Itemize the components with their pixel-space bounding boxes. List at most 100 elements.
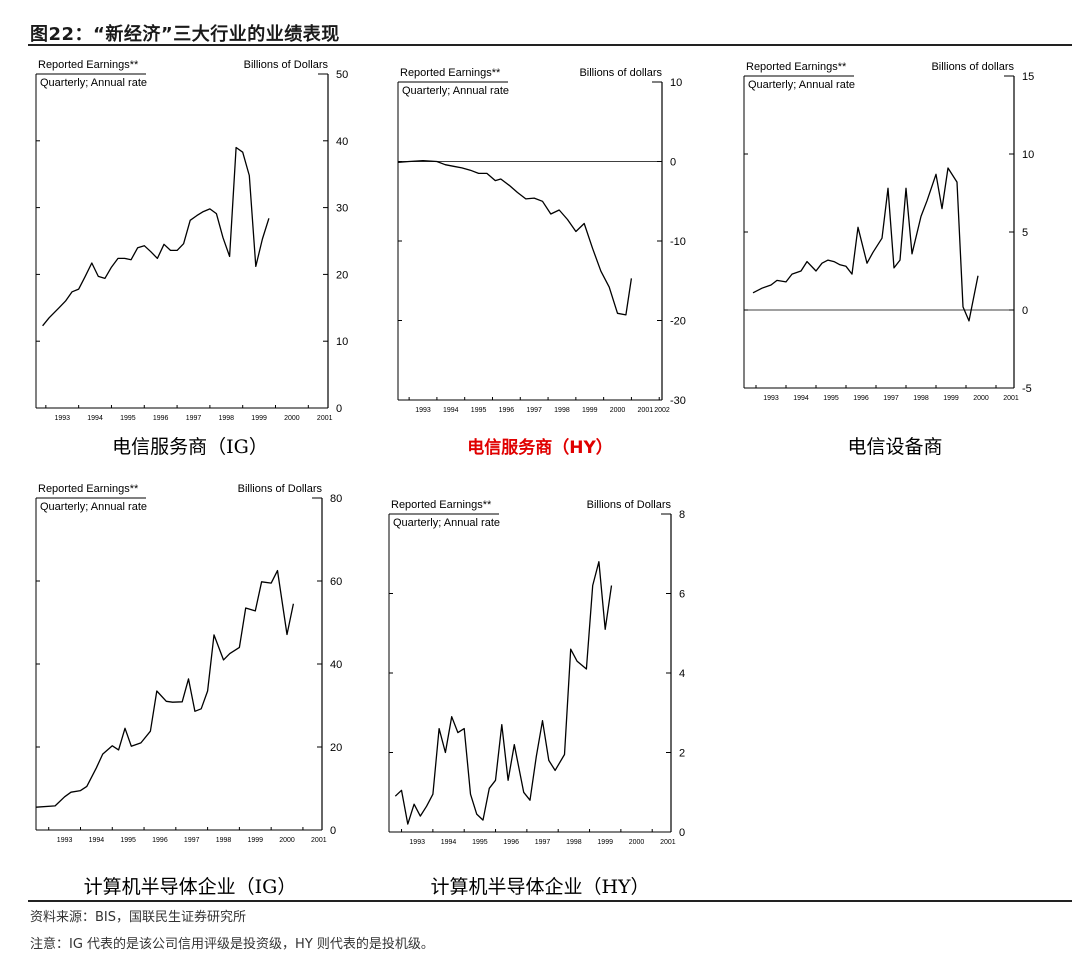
label-billions: Billions of Dollars (238, 483, 323, 495)
label-reported-earnings: Reported Earnings** (400, 67, 501, 79)
ytick-label: 0 (330, 825, 336, 837)
xtick-label: 1995 (823, 395, 839, 402)
label-quarterly: Quarterly; Annual rate (393, 517, 500, 529)
xtick-label: 1997 (184, 837, 200, 844)
xtick-label: 1994 (443, 407, 459, 414)
series-line (42, 146, 270, 327)
xtick-label: 1998 (913, 395, 929, 402)
series-line (397, 160, 633, 316)
label-billions: Billions of dollars (931, 61, 1014, 73)
xtick-label: 1995 (472, 839, 488, 846)
figure-title: 图22：“新经济”三大行业的业绩表现 (30, 24, 340, 45)
ytick-label: 5 (1022, 227, 1028, 239)
footnote: 注意：IG 代表的是该公司信用评级是投资级，HY 则代表的是投机级。 (30, 937, 434, 952)
xtick-label: 1996 (853, 395, 869, 402)
xtick-label: 2000 (973, 395, 989, 402)
xtick-label: 1999 (247, 837, 263, 844)
caption-telecom-services-ig: 电信服务商（IG） (112, 436, 268, 458)
label-billions: Billions of Dollars (244, 59, 329, 71)
top-divider (28, 44, 1072, 46)
ytick-label: 10 (1022, 149, 1034, 161)
xtick-label: 2000 (284, 415, 300, 422)
series-line (35, 569, 295, 808)
chart-svg: Reported Earnings** Billions of Dollars Qu… (35, 483, 342, 844)
xtick-label: 1996 (499, 407, 515, 414)
xtick-label: 2000 (610, 407, 626, 414)
series-line (394, 561, 613, 825)
label-quarterly: Quarterly; Annual rate (402, 85, 509, 97)
label-reported-earnings: Reported Earnings** (38, 59, 139, 71)
caption-telecom-services-hy: 电信服务商（HY） (467, 438, 613, 458)
xtick-label: 1997 (526, 407, 542, 414)
ytick-label: 4 (679, 668, 685, 680)
xtick-label: 2001 (317, 415, 333, 422)
ytick-label: 15 (1022, 71, 1034, 83)
ytick-label: 6 (679, 589, 685, 601)
xtick-label: 1994 (87, 415, 103, 422)
xtick-label: 1993 (415, 407, 431, 414)
xtick-label: 1999 (597, 839, 613, 846)
ytick-label: -10 (670, 236, 686, 248)
xtick-label: 2001 (1003, 395, 1019, 402)
chart-svg: Reported Earnings** Billions of Dollars Qu… (388, 499, 685, 846)
chart-svg: Reported Earnings** Billions of dollars Qu… (743, 61, 1034, 402)
ytick-label: 0 (670, 157, 676, 169)
ytick-label: 2 (679, 748, 685, 760)
xtick-label: 1993 (54, 415, 70, 422)
xtick-label: 1997 (535, 839, 551, 846)
ytick-label: 0 (1022, 305, 1028, 317)
ytick-label: -5 (1022, 383, 1032, 395)
series-line (752, 167, 979, 322)
ytick-label: 50 (336, 69, 348, 81)
xtick-label: 1995 (471, 407, 487, 414)
chart-semiconductor-hy: Reported Earnings** Billions of Dollars Qu… (383, 496, 717, 854)
xtick-label: 1995 (120, 837, 136, 844)
xtick-label: 1994 (441, 839, 457, 846)
xtick-label: 1998 (566, 839, 582, 846)
caption-semiconductor-ig: 计算机半导体企业（IG） (83, 876, 297, 898)
ytick-label: 80 (330, 493, 342, 505)
ytick-label: 0 (336, 403, 342, 415)
label-reported-earnings: Reported Earnings** (38, 483, 139, 495)
bottom-divider (28, 900, 1072, 902)
xtick-label: 1999 (582, 407, 598, 414)
xtick-label: 1998 (554, 407, 570, 414)
label-reported-earnings: Reported Earnings** (391, 499, 492, 511)
ytick-label: 40 (330, 659, 342, 671)
chart-svg: Reported Earnings** Billions of Dollars Qu… (35, 59, 348, 422)
chart-svg: Reported Earnings** Billions of dollars Qu… (397, 67, 686, 414)
caption-semiconductor-hy: 计算机半导体企业（HY） (430, 876, 650, 898)
ytick-label: 10 (670, 77, 682, 89)
ytick-label: 8 (679, 509, 685, 521)
xtick-label: 1996 (503, 839, 519, 846)
chart-telecom-services-ig: Reported Earnings** Billions of Dollars Qu… (30, 56, 374, 430)
ytick-label: 20 (330, 742, 342, 754)
caption-telecom-equipment: 电信设备商 (847, 436, 943, 458)
label-quarterly: Quarterly; Annual rate (748, 79, 855, 91)
label-billions: Billions of dollars (579, 67, 662, 79)
ytick-label: -20 (670, 316, 686, 328)
xtick-label: 1997 (883, 395, 899, 402)
xtick-label: 1998 (216, 837, 232, 844)
ytick-label: 40 (336, 136, 348, 148)
ytick-label: 30 (336, 203, 348, 215)
xtick-label: 1999 (943, 395, 959, 402)
ytick-label: 0 (679, 827, 685, 839)
chart-telecom-equipment: Reported Earnings** Billions of dollars Qu… (738, 58, 1060, 410)
chart-telecom-services-hy: Reported Earnings** Billions of dollars Qu… (392, 64, 708, 422)
xtick-label: 1999 (251, 415, 267, 422)
xtick-label: 2001 (311, 837, 327, 844)
label-billions: Billions of Dollars (587, 499, 672, 511)
xtick-label: 1996 (152, 837, 168, 844)
xtick-label: 2000 (279, 837, 295, 844)
xtick-label: 2000 (629, 839, 645, 846)
label-quarterly: Quarterly; Annual rate (40, 501, 147, 513)
xtick-label: 1994 (89, 837, 105, 844)
ytick-label: -30 (670, 395, 686, 407)
xtick-label: 1998 (219, 415, 235, 422)
chart-semiconductor-ig: Reported Earnings** Billions of Dollars Qu… (30, 480, 368, 852)
xtick-label: 1993 (409, 839, 425, 846)
xtick-label: 1993 (763, 395, 779, 402)
xtick-label: 2001 (660, 839, 676, 846)
xtick-label: 2002 (654, 407, 670, 414)
